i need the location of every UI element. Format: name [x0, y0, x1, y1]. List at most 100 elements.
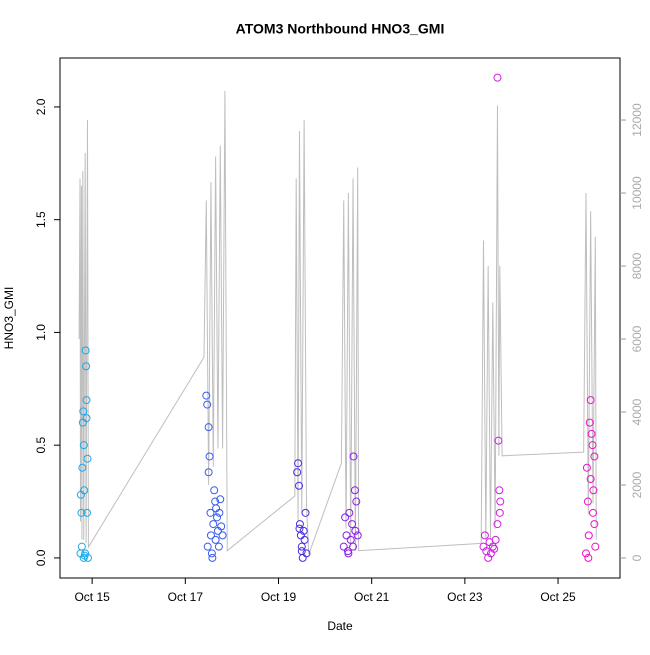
point	[300, 535, 309, 544]
point	[348, 520, 357, 529]
point	[203, 400, 212, 409]
point	[349, 452, 358, 461]
y2-tick-label: 6000	[630, 325, 644, 352]
point	[351, 526, 360, 535]
point	[294, 459, 303, 468]
point	[586, 475, 595, 484]
point	[584, 531, 593, 540]
x-tick-label: Oct 19	[261, 590, 297, 604]
point	[208, 553, 217, 562]
point	[587, 429, 596, 438]
point	[493, 73, 502, 82]
point	[352, 497, 361, 506]
y2-tick-label: 4000	[630, 398, 644, 425]
point	[293, 468, 302, 477]
point	[207, 549, 216, 558]
plot-frame	[59, 57, 621, 579]
point	[349, 542, 358, 551]
point	[494, 436, 503, 445]
point	[588, 441, 597, 450]
point	[218, 531, 227, 540]
point	[341, 513, 350, 522]
chart-title: ATOM3 Northbound HNO3_GMI	[236, 21, 445, 37]
point	[301, 508, 310, 517]
point	[590, 520, 599, 529]
point	[344, 549, 353, 558]
x-axis-label: Date	[327, 619, 353, 633]
point	[82, 396, 91, 405]
point	[495, 508, 504, 517]
y-tick-label: 1.5	[34, 211, 48, 228]
point	[490, 544, 499, 553]
point	[495, 486, 504, 495]
y-tick-label: 0.0	[34, 549, 48, 566]
point	[81, 549, 90, 558]
point	[295, 524, 304, 533]
point	[480, 531, 489, 540]
x-tick-label: Oct 15	[74, 590, 110, 604]
point	[342, 531, 351, 540]
point	[204, 468, 213, 477]
y2-tick-label: 12000	[630, 103, 644, 137]
point	[79, 553, 88, 562]
point	[217, 522, 226, 531]
point	[297, 542, 306, 551]
point	[591, 542, 600, 551]
point	[581, 549, 590, 558]
point	[213, 513, 222, 522]
point	[78, 463, 87, 472]
point	[586, 396, 595, 405]
point	[83, 508, 92, 517]
point	[81, 346, 90, 355]
point	[339, 542, 348, 551]
x-tick-label: Oct 23	[447, 590, 483, 604]
point	[204, 423, 213, 432]
x-tick-label: Oct 17	[168, 590, 204, 604]
x-tick-label: Oct 25	[540, 590, 576, 604]
point	[298, 553, 307, 562]
point	[350, 486, 359, 495]
point	[210, 486, 219, 495]
altitude-line	[78, 90, 597, 555]
point	[215, 508, 224, 517]
point	[202, 391, 211, 400]
point	[203, 542, 212, 551]
point	[77, 542, 86, 551]
point	[83, 553, 92, 562]
point	[353, 531, 362, 540]
point	[211, 535, 220, 544]
point	[77, 508, 86, 517]
point	[493, 520, 502, 529]
point	[302, 549, 311, 558]
point	[346, 535, 355, 544]
point	[590, 452, 599, 461]
point	[79, 441, 88, 450]
point	[205, 452, 214, 461]
point	[297, 547, 306, 556]
point	[584, 553, 593, 562]
point	[496, 497, 505, 506]
y2-tick-label: 8000	[630, 252, 644, 279]
point	[79, 407, 88, 416]
point	[80, 486, 89, 495]
point	[295, 481, 304, 490]
y-tick-label: 0.5	[34, 437, 48, 454]
point	[299, 526, 308, 535]
point	[214, 542, 223, 551]
point	[583, 497, 592, 506]
point	[82, 362, 91, 371]
point	[582, 463, 591, 472]
y-axis-label: HNO3_GMI	[2, 287, 16, 350]
point	[479, 542, 488, 551]
point	[345, 508, 354, 517]
point	[216, 495, 225, 504]
point	[209, 520, 218, 529]
point	[295, 520, 304, 529]
point	[589, 486, 598, 495]
point	[83, 454, 92, 463]
x-tick-label: Oct 21	[354, 590, 390, 604]
y2-tick-label: 0	[630, 554, 644, 561]
y-tick-label: 2.0	[34, 98, 48, 115]
y2-tick-label: 2000	[630, 471, 644, 498]
